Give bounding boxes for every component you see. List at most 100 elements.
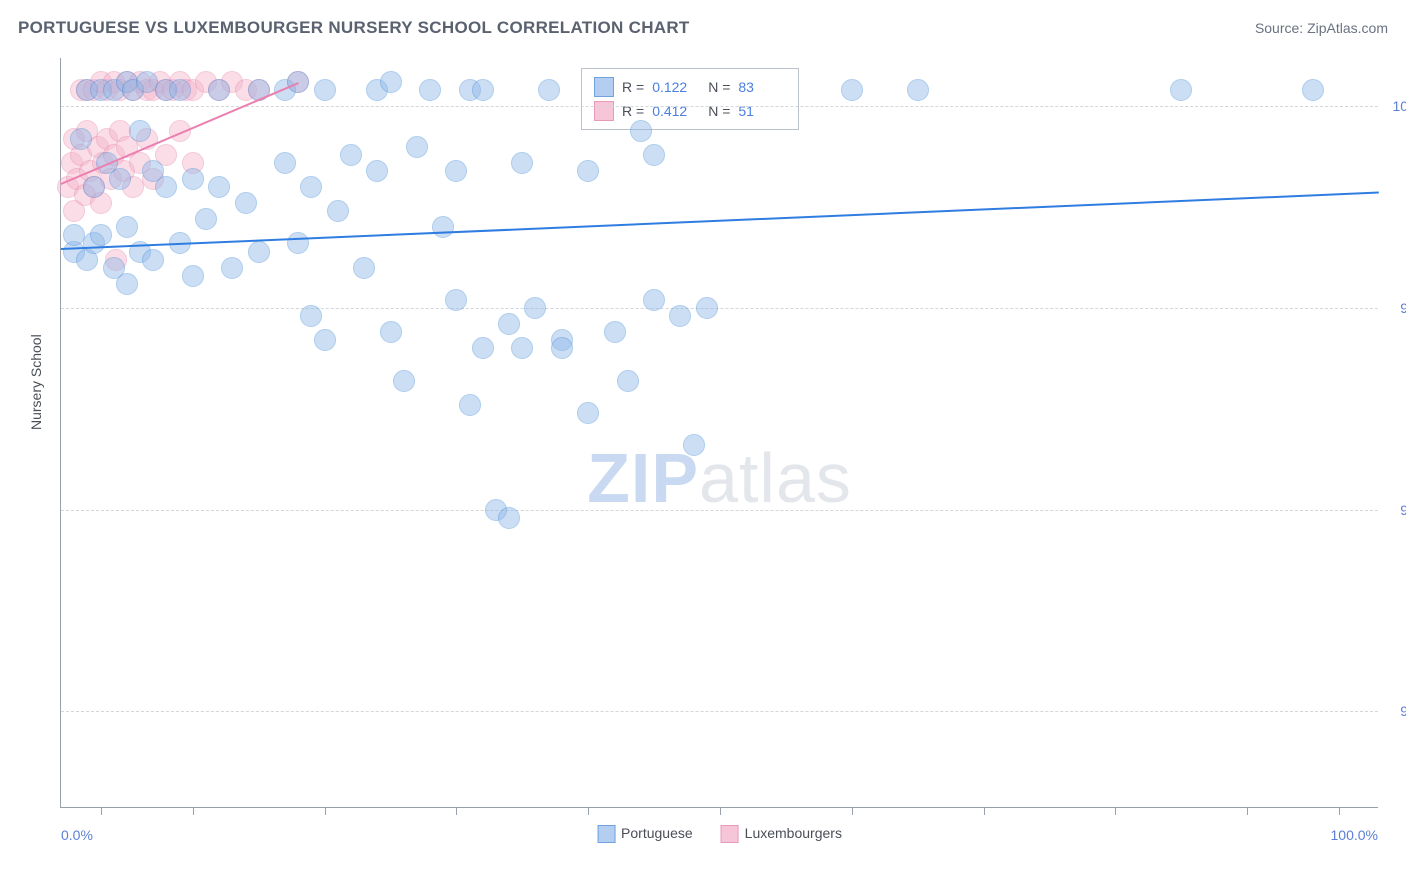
scatter-point: [235, 192, 257, 214]
scatter-point: [208, 176, 230, 198]
chart-title: PORTUGUESE VS LUXEMBOURGER NURSERY SCHOO…: [18, 18, 690, 38]
legend-label: Portuguese: [621, 825, 693, 841]
scatter-point: [445, 160, 467, 182]
scatter-point: [393, 370, 415, 392]
scatter-point: [498, 507, 520, 529]
y-axis-label: Nursery School: [28, 334, 44, 430]
scatter-point: [907, 79, 929, 101]
scatter-point: [643, 289, 665, 311]
x-tick: [588, 807, 589, 815]
y-tick-label: 97.5%: [1384, 300, 1406, 316]
watermark: ZIPatlas: [587, 438, 852, 518]
scatter-point: [248, 241, 270, 263]
scatter-point: [643, 144, 665, 166]
scatter-point: [630, 120, 652, 142]
plot-area: ZIPatlas R =0.122N =83R =0.412N =51 0.0%…: [60, 58, 1378, 808]
scatter-point: [380, 71, 402, 93]
x-axis-max-label: 100.0%: [1331, 827, 1378, 843]
scatter-point: [577, 160, 599, 182]
scatter-point: [221, 257, 243, 279]
scatter-point: [314, 79, 336, 101]
scatter-point: [70, 128, 92, 150]
x-tick: [984, 807, 985, 815]
legend-swatch: [594, 77, 614, 97]
scatter-point: [208, 79, 230, 101]
scatter-point: [116, 273, 138, 295]
scatter-point: [524, 297, 546, 319]
scatter-point: [696, 297, 718, 319]
watermark-zip: ZIP: [587, 439, 699, 517]
scatter-point: [511, 337, 533, 359]
scatter-point: [380, 321, 402, 343]
gridline: [61, 308, 1378, 309]
scatter-point: [109, 168, 131, 190]
legend-item: Portuguese: [597, 825, 693, 843]
scatter-point: [617, 370, 639, 392]
stats-legend-row: R = 0.122 N = 83: [594, 75, 786, 99]
stats-r-value: 0.122: [652, 79, 700, 95]
x-tick: [720, 807, 721, 815]
x-tick: [325, 807, 326, 815]
y-tick-label: 100.0%: [1384, 98, 1406, 114]
stats-r-label: R =: [622, 79, 644, 95]
scatter-point: [1170, 79, 1192, 101]
scatter-point: [432, 216, 454, 238]
scatter-point: [419, 79, 441, 101]
scatter-point: [551, 337, 573, 359]
chart-source: Source: ZipAtlas.com: [1255, 20, 1388, 36]
x-axis-min-label: 0.0%: [61, 827, 93, 843]
scatter-point: [314, 329, 336, 351]
x-tick: [456, 807, 457, 815]
scatter-point: [90, 224, 112, 246]
scatter-point: [683, 434, 705, 456]
legend-label: Luxembourgers: [745, 825, 842, 841]
scatter-point: [472, 337, 494, 359]
scatter-point: [604, 321, 626, 343]
scatter-point: [1302, 79, 1324, 101]
scatter-point: [577, 402, 599, 424]
scatter-point: [445, 289, 467, 311]
scatter-point: [116, 216, 138, 238]
stats-legend-row: R =0.412N =51: [594, 99, 786, 123]
scatter-point: [300, 176, 322, 198]
legend-swatch: [594, 101, 614, 121]
chart-container: PORTUGUESE VS LUXEMBOURGER NURSERY SCHOO…: [0, 0, 1406, 892]
y-tick-label: 92.5%: [1384, 703, 1406, 719]
stats-legend: R = 0.122 N = 83 R =0.412N =51: [581, 68, 799, 130]
scatter-point: [472, 79, 494, 101]
chart-header: PORTUGUESE VS LUXEMBOURGER NURSERY SCHOO…: [18, 18, 1388, 38]
scatter-point: [287, 71, 309, 93]
watermark-atlas: atlas: [699, 439, 852, 517]
scatter-point: [841, 79, 863, 101]
scatter-point: [155, 176, 177, 198]
legend-item: Luxembourgers: [721, 825, 842, 843]
scatter-point: [498, 313, 520, 335]
stats-n-value: 83: [738, 79, 786, 95]
scatter-point: [274, 152, 296, 174]
x-tick: [1247, 807, 1248, 815]
legend-swatch: [721, 825, 739, 843]
x-tick: [193, 807, 194, 815]
scatter-point: [538, 79, 560, 101]
x-tick: [1339, 807, 1340, 815]
scatter-point: [136, 71, 158, 93]
legend-bottom: Portuguese Luxembourgers: [597, 825, 842, 843]
scatter-point: [459, 394, 481, 416]
x-tick: [1115, 807, 1116, 815]
scatter-point: [340, 144, 362, 166]
scatter-point: [195, 208, 217, 230]
scatter-point: [327, 200, 349, 222]
x-tick: [101, 807, 102, 815]
regression-line: [61, 191, 1379, 249]
x-tick: [852, 807, 853, 815]
scatter-point: [182, 265, 204, 287]
scatter-point: [300, 305, 322, 327]
gridline: [61, 711, 1378, 712]
scatter-point: [182, 168, 204, 190]
scatter-point: [142, 249, 164, 271]
scatter-point: [511, 152, 533, 174]
gridline: [61, 106, 1378, 107]
y-tick-label: 95.0%: [1384, 502, 1406, 518]
stats-n-label: N =: [708, 79, 730, 95]
gridline: [61, 510, 1378, 511]
